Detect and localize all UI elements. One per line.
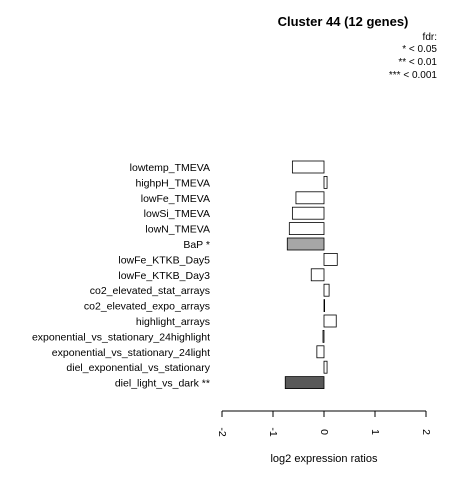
bar-lowfe-ktkb-day3 [310,268,325,282]
legend-entry-2: ** < 0.01 [398,57,437,68]
bar-highph-tmeva [323,175,328,189]
category-label-highph-tmeva: highpH_TMEVA [135,177,210,189]
x-tick-label-0: -2 [216,427,228,436]
bar-highlight-arrays [323,314,337,328]
legend-title: fdr: [423,32,437,43]
x-tick-label-2: 0 [318,429,330,435]
bar-lowsi-tmeva [291,206,325,220]
category-label-highlight-arrays: highlight_arrays [136,316,210,328]
bars-group [284,160,338,390]
bar-exponential-vs-stationary-24highlight [322,329,325,343]
bar-co2-elevated-stat-arrays [323,283,330,297]
category-labels: lowtemp_TMEVA highpH_TMEVA lowFe_TMEVA lowS… [32,162,211,390]
bar-lowfe-ktkb-day5 [323,252,338,266]
bar-co2-elevated-expo-arrays [323,299,326,313]
category-label-lowtemp-tmeva: lowtemp_TMEVA [130,162,210,174]
category-label-lowfe-tmeva: lowFe_TMEVA [141,193,210,205]
bar-exponential-vs-stationary-24light [316,345,325,359]
bar-lowtemp-tmeva [291,160,325,174]
chart-title: Cluster 44 (12 genes) [278,14,409,29]
legend: fdr: * < 0.05 ** < 0.01 *** < 0.001 [389,32,438,81]
x-tick-label-3: 1 [369,429,381,435]
x-tick-label-4: 2 [420,429,432,435]
bar-bap [286,237,325,251]
bar-diel-exponential-vs-stationary [323,360,328,374]
category-label-lowsi-tmeva: lowSi_TMEVA [144,208,210,220]
x-axis: -2 -1 0 1 2 [216,410,432,437]
category-label-lowfe-ktkb-day3: lowFe_KTKB_Day3 [118,270,210,282]
category-label-diel-light-vs-dark: diel_light_vs_dark ** [115,378,210,390]
category-label-exponential-vs-stationary-24highlight: exponential_vs_stationary_24highlight [32,331,210,343]
x-tick-label-1: -1 [267,427,279,436]
x-axis-label: log2 expression ratios [270,453,378,465]
category-label-bap: BaP * [183,239,210,251]
category-label-lowfe-ktkb-day5: lowFe_KTKB_Day5 [118,254,210,266]
bar-diel-light-vs-dark [284,376,325,390]
bar-lowfe-tmeva [295,191,325,205]
legend-entry-3: *** < 0.001 [389,70,438,81]
category-label-lown-tmeva: lowN_TMEVA [145,224,210,236]
category-label-exponential-vs-stationary-24light: exponential_vs_stationary_24light [52,347,210,359]
category-label-co2-elevated-expo-arrays: co2_elevated_expo_arrays [84,301,210,313]
legend-entry-1: * < 0.05 [402,44,437,55]
category-label-co2-elevated-stat-arrays: co2_elevated_stat_arrays [90,285,210,297]
bar-lown-tmeva [288,222,325,236]
category-label-diel-exponential-vs-stationary: diel_exponential_vs_stationary [66,362,210,374]
